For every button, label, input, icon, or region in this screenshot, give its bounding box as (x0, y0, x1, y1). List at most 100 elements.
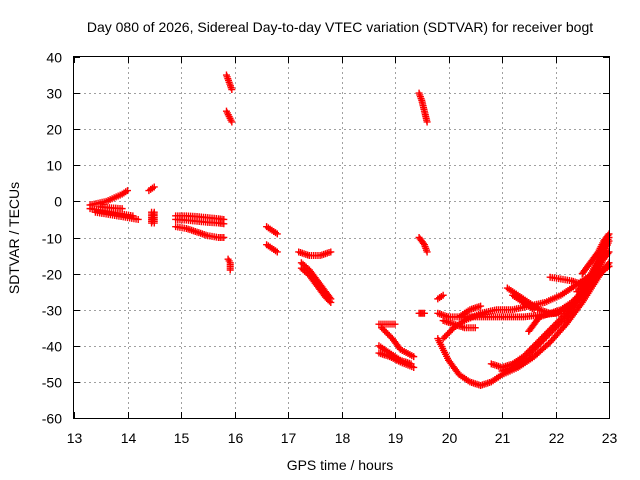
data-point (533, 342, 541, 350)
data-point (536, 339, 544, 347)
data-point (471, 324, 479, 332)
series-t16 (297, 259, 335, 303)
series-t28 (455, 302, 485, 321)
data-point (548, 327, 556, 335)
data-point (385, 331, 393, 339)
series-t12 (224, 255, 234, 274)
data-point (444, 330, 452, 338)
data-point (441, 333, 449, 341)
data-point (379, 325, 387, 333)
data-point (573, 288, 581, 296)
data-point (220, 220, 228, 228)
data-point (447, 327, 455, 335)
data-point (550, 325, 558, 333)
series-t6 (148, 208, 158, 227)
series-t25 (434, 291, 447, 303)
x-tick-label: 17 (281, 430, 297, 446)
series-t38 (578, 230, 613, 278)
x-tick-label: 15 (174, 430, 190, 446)
data-point (439, 291, 447, 299)
data-point (439, 335, 447, 343)
x-tick-label: 20 (442, 430, 458, 446)
series-t22 (375, 349, 418, 371)
series-t10 (222, 71, 236, 93)
data-point (327, 248, 335, 256)
x-tick-label: 13 (67, 430, 83, 446)
y-axis-label: SDTVAR / TECUs (6, 182, 22, 294)
chart-title: Day 080 of 2026, Sidereal Day-to-day VTE… (87, 19, 593, 35)
series-t39 (525, 313, 543, 335)
data-point (538, 338, 546, 346)
series-t14 (263, 241, 281, 256)
data-point (544, 331, 552, 339)
data-point (445, 328, 453, 336)
data-point (327, 298, 335, 306)
data-point (521, 355, 529, 363)
data-point (442, 331, 450, 339)
data-point (410, 353, 418, 361)
data-point (535, 313, 543, 321)
data-point (534, 314, 542, 322)
data-point (545, 340, 553, 348)
data-point (134, 215, 142, 223)
data-point (423, 248, 431, 256)
data-point (220, 234, 228, 241)
series-t18 (415, 89, 431, 126)
data-point (571, 295, 579, 303)
data-point (382, 328, 390, 336)
data-point (555, 321, 563, 329)
data-point (552, 324, 559, 332)
series-t34 (509, 291, 538, 314)
series-t8 (172, 215, 228, 228)
data-point (124, 187, 131, 195)
x-tick-label: 18 (335, 430, 351, 446)
data-point (530, 345, 538, 353)
data-point (569, 297, 577, 305)
data-point (558, 318, 566, 326)
data-point (410, 363, 418, 371)
plot-frame (73, 56, 610, 419)
y-tick-label: -40 (42, 339, 62, 355)
y-tick-label: 40 (46, 50, 62, 66)
data-point (529, 347, 537, 355)
data-point (228, 85, 236, 93)
data-point (545, 330, 553, 338)
x-tick-label: 16 (228, 430, 244, 446)
series-t13 (263, 223, 281, 238)
series-t29 (434, 259, 613, 390)
data-point (519, 356, 527, 364)
data-point (530, 306, 538, 314)
series-t5 (145, 183, 158, 195)
data-point (273, 248, 281, 256)
y-tick-label: 10 (46, 158, 62, 174)
y-tick-label: 20 (46, 122, 62, 138)
data-point (226, 266, 234, 274)
data-point (556, 319, 564, 327)
data-point (527, 349, 535, 357)
series-t24 (415, 309, 428, 317)
y-tick-label: -10 (42, 231, 62, 247)
series-t7 (172, 212, 228, 223)
axis-ticks: 13 14 15 16 17 18 19 20 21 22 23 -60 -50 -40 -30 -20 -10… (42, 50, 618, 447)
series-t15 (295, 248, 335, 260)
data-point (553, 322, 561, 330)
data-point (150, 219, 158, 227)
x-tick-label: 14 (121, 430, 137, 446)
series-t11 (222, 107, 236, 126)
y-tick-label: -30 (42, 303, 62, 319)
grid-lines (74, 57, 609, 418)
data-point (524, 352, 532, 360)
data-point (604, 249, 612, 257)
x-tick-label: 19 (388, 430, 404, 446)
data-point (118, 205, 126, 213)
data-point (423, 118, 431, 126)
data-point (535, 341, 543, 349)
data-points (86, 71, 613, 390)
data-point (568, 298, 576, 306)
data-point (559, 316, 567, 324)
data-point (378, 324, 386, 332)
y-tick-label: -50 (42, 375, 62, 391)
y-tick-label: 30 (46, 86, 62, 102)
x-tick-label: 22 (549, 430, 565, 446)
